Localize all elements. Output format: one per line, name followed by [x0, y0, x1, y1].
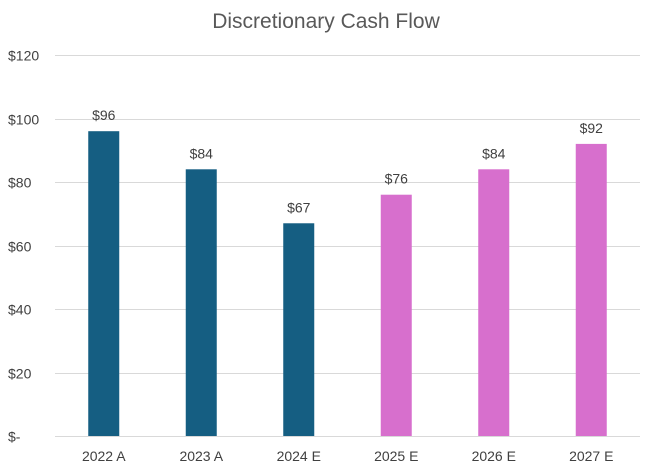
bar-2022-a: [88, 131, 120, 436]
chart-title: Discretionary Cash Flow: [212, 10, 440, 33]
data-label: $76: [385, 171, 409, 187]
y-tick-label: $20: [8, 366, 32, 382]
bar-2027-e: [575, 143, 607, 436]
data-label: $84: [482, 145, 506, 161]
y-axis: $- $20 $40 $60 $80 $100 $120: [8, 48, 39, 445]
x-tick-label: 2024 E: [277, 448, 321, 464]
y-tick-label: $100: [8, 112, 39, 128]
bars: [88, 131, 607, 437]
gridlines: [55, 55, 640, 437]
y-tick-label: $80: [8, 175, 32, 191]
y-tick-label: $40: [8, 302, 32, 318]
bar-2024-e: [283, 223, 315, 436]
x-axis: 2022 A 2023 A 2024 E 2025 E 2026 E 2027 E: [82, 448, 613, 464]
data-label: $84: [190, 145, 214, 161]
x-tick-label: 2022 A: [82, 448, 126, 464]
x-tick-label: 2025 E: [374, 448, 418, 464]
y-tick-label: $60: [8, 239, 32, 255]
x-tick-label: 2026 E: [472, 448, 516, 464]
data-labels: $96 $84 $67 $76 $84 $92: [92, 107, 603, 215]
x-tick-label: 2027 E: [569, 448, 613, 464]
y-tick-label: $120: [8, 48, 39, 64]
bar-2026-e: [478, 169, 510, 437]
data-label: $92: [580, 120, 604, 136]
bar-2023-a: [185, 169, 217, 437]
y-tick-label: $-: [8, 429, 21, 445]
x-tick-label: 2023 A: [179, 448, 223, 464]
data-label: $67: [287, 199, 311, 215]
data-label: $96: [92, 107, 116, 123]
bar-2025-e: [380, 194, 412, 436]
